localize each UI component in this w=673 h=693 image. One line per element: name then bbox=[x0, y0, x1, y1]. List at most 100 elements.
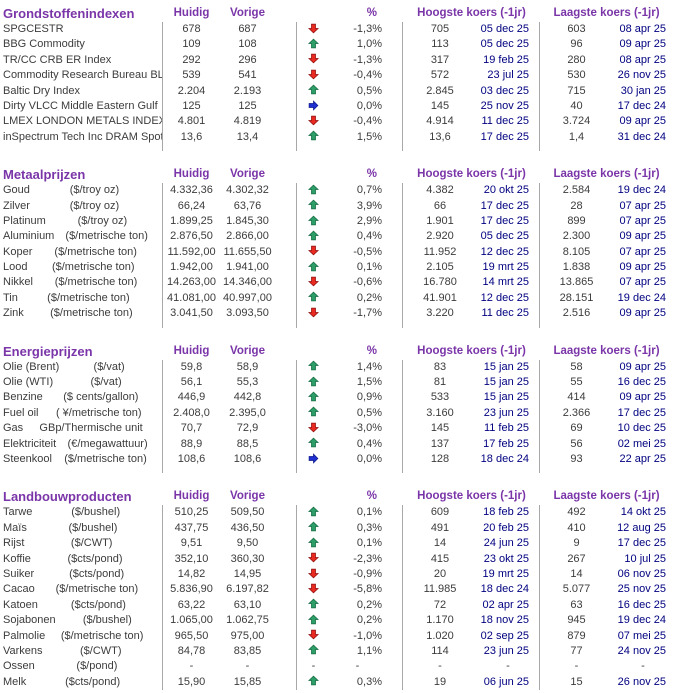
product-name-cell: Gas GBp/Thermische unit bbox=[0, 421, 163, 437]
percent-change: 1,1% bbox=[356, 644, 382, 657]
gap-divider bbox=[385, 321, 403, 328]
gap-spacer bbox=[403, 145, 477, 151]
trend-cell bbox=[297, 229, 330, 244]
high-value: 113 bbox=[431, 38, 449, 51]
percent-change: 0,2% bbox=[356, 291, 382, 304]
product-name: Katoen bbox=[3, 598, 38, 611]
column-header-percent: % bbox=[366, 168, 377, 181]
percent-change: 0,4% bbox=[356, 437, 382, 450]
high-date: 23 jun 25 bbox=[477, 405, 540, 422]
spacer bbox=[385, 505, 403, 521]
trend-up-icon bbox=[308, 38, 319, 50]
percent-change: 3,9% bbox=[356, 199, 382, 212]
product-name: Melk bbox=[3, 675, 27, 688]
vorige-value: 88,5 bbox=[236, 437, 259, 450]
low-date: 25 nov 25 bbox=[617, 583, 666, 596]
huidig-value: 1.065,00 bbox=[170, 614, 213, 627]
spacer bbox=[275, 83, 297, 99]
trend-none-dash: - bbox=[311, 660, 316, 673]
product-unit bbox=[111, 53, 162, 68]
trend-cell bbox=[297, 437, 330, 452]
gap-spacer bbox=[330, 467, 385, 473]
high-value: 2.845 bbox=[426, 84, 454, 97]
low-date: 17 dec 25 bbox=[617, 406, 666, 419]
high-value: 533 bbox=[430, 391, 450, 404]
table-row: Nikkel ($/metrische ton) 14.263,00 14.346,0… bbox=[0, 275, 673, 291]
product-name-cell: Katoen ($cts/pond) bbox=[0, 597, 163, 614]
header-arrow-spacer bbox=[297, 343, 330, 360]
column-header-huidig: Huidig bbox=[173, 344, 210, 357]
high-value: 2.105 bbox=[426, 261, 454, 274]
table-row: Zink ($/metrische ton) 3.041,50 3.093,50 -1,… bbox=[0, 306, 673, 322]
huidig-value: 63,22 bbox=[177, 598, 206, 611]
table-row: Gas GBp/Thermische unit 70,7 72,9 -3,0% 145 11… bbox=[0, 421, 673, 437]
trend-up-icon bbox=[308, 645, 319, 657]
spacer bbox=[385, 275, 403, 291]
table-row: Tin ($/metrische ton) 41.081,00 40.997,00 0,… bbox=[0, 290, 673, 307]
vorige-value: 436,50 bbox=[230, 521, 265, 534]
trend-cell bbox=[297, 22, 330, 37]
product-name-cell: Tin ($/metrische ton) bbox=[0, 290, 163, 307]
percent-change: 1,5% bbox=[356, 376, 382, 389]
high-date: 18 nov 25 bbox=[477, 613, 540, 629]
high-date: 23 jun 25 bbox=[477, 643, 540, 660]
product-name-cell: Nikkel ($/metrische ton) bbox=[0, 275, 163, 291]
low-date: 17 dec 24 bbox=[617, 99, 666, 112]
gap-divider bbox=[477, 467, 540, 474]
huidig-value: - bbox=[189, 660, 194, 673]
low-date: 24 nov 25 bbox=[617, 644, 666, 657]
trend-cell bbox=[297, 582, 330, 597]
section-title: Metaalprijzen bbox=[3, 167, 86, 183]
gap-divider bbox=[0, 145, 163, 152]
low-date: 16 dec 25 bbox=[617, 376, 666, 389]
vorige-value: 1.062,75 bbox=[226, 614, 269, 627]
high-date: 06 jun 25 bbox=[477, 674, 540, 691]
spacer bbox=[275, 536, 297, 552]
spacer bbox=[275, 566, 297, 583]
product-unit: ($cts/pond) bbox=[65, 675, 121, 688]
product-name-cell: TR/CC CRB ER Index bbox=[0, 52, 163, 69]
spacer bbox=[385, 213, 403, 230]
trend-up-icon bbox=[308, 437, 319, 450]
product-unit: GBp/Thermische unit bbox=[39, 422, 143, 435]
low-date: 09 apr 25 bbox=[619, 38, 666, 51]
trend-cell bbox=[297, 613, 330, 628]
gap-spacer bbox=[613, 322, 673, 328]
spacer bbox=[275, 198, 297, 214]
vorige-value: 4.302,32 bbox=[226, 184, 269, 197]
gap-spacer bbox=[163, 145, 220, 151]
column-header-hoogste-koers: Hoogste koers (-1jr) bbox=[417, 7, 526, 19]
gap-spacer bbox=[220, 145, 275, 151]
huidig-value: 2.204 bbox=[177, 84, 206, 97]
spacer bbox=[275, 52, 297, 69]
table-row: Koffie ($cts/pond) 352,10 360,30 -2,3% 415 23 … bbox=[0, 551, 673, 567]
section-grondstoffenindexen: Grondstoffenindexen Huidig Vorige% Hoogste … bbox=[0, 5, 673, 152]
section-title: Energieprijzen bbox=[3, 343, 93, 359]
percent-change: 0,0% bbox=[356, 99, 382, 112]
trend-cell bbox=[297, 360, 330, 375]
high-value: 137 bbox=[430, 437, 450, 450]
product-name-cell: Zink ($/metrische ton) bbox=[0, 306, 163, 322]
low-date: 07 apr 25 bbox=[619, 276, 666, 289]
spacer bbox=[385, 451, 403, 468]
percent-change: -5,8% bbox=[353, 583, 382, 596]
trend-flat-icon bbox=[308, 99, 319, 112]
table-row: Benzine ($ cents/gallon) 446,9 442,8 0,9% 533… bbox=[0, 390, 673, 406]
product-unit: ($/vat) bbox=[93, 360, 125, 373]
high-date: 05 dec 25 bbox=[477, 22, 540, 38]
vorige-value: 975,00 bbox=[230, 629, 265, 642]
low-date: 17 dec 25 bbox=[617, 537, 666, 550]
trend-cell bbox=[297, 53, 330, 68]
column-header-hoogste-koers: Hoogste koers (-1jr) bbox=[417, 344, 526, 357]
low-value: 1.838 bbox=[562, 261, 591, 274]
column-header-huidig: Huidig bbox=[173, 168, 210, 181]
low-value: 2.300 bbox=[562, 230, 591, 243]
huidig-value: 2.876,50 bbox=[170, 230, 213, 243]
huidig-value: 66,24 bbox=[177, 199, 206, 212]
huidig-value: 88,9 bbox=[180, 437, 203, 450]
percent-change: 1,0% bbox=[356, 38, 382, 51]
low-value: 58 bbox=[570, 360, 583, 373]
product-unit: ($cts/pond) bbox=[67, 552, 123, 565]
product-unit: ($/pond) bbox=[76, 660, 118, 673]
huidig-value: 125 bbox=[182, 99, 201, 112]
